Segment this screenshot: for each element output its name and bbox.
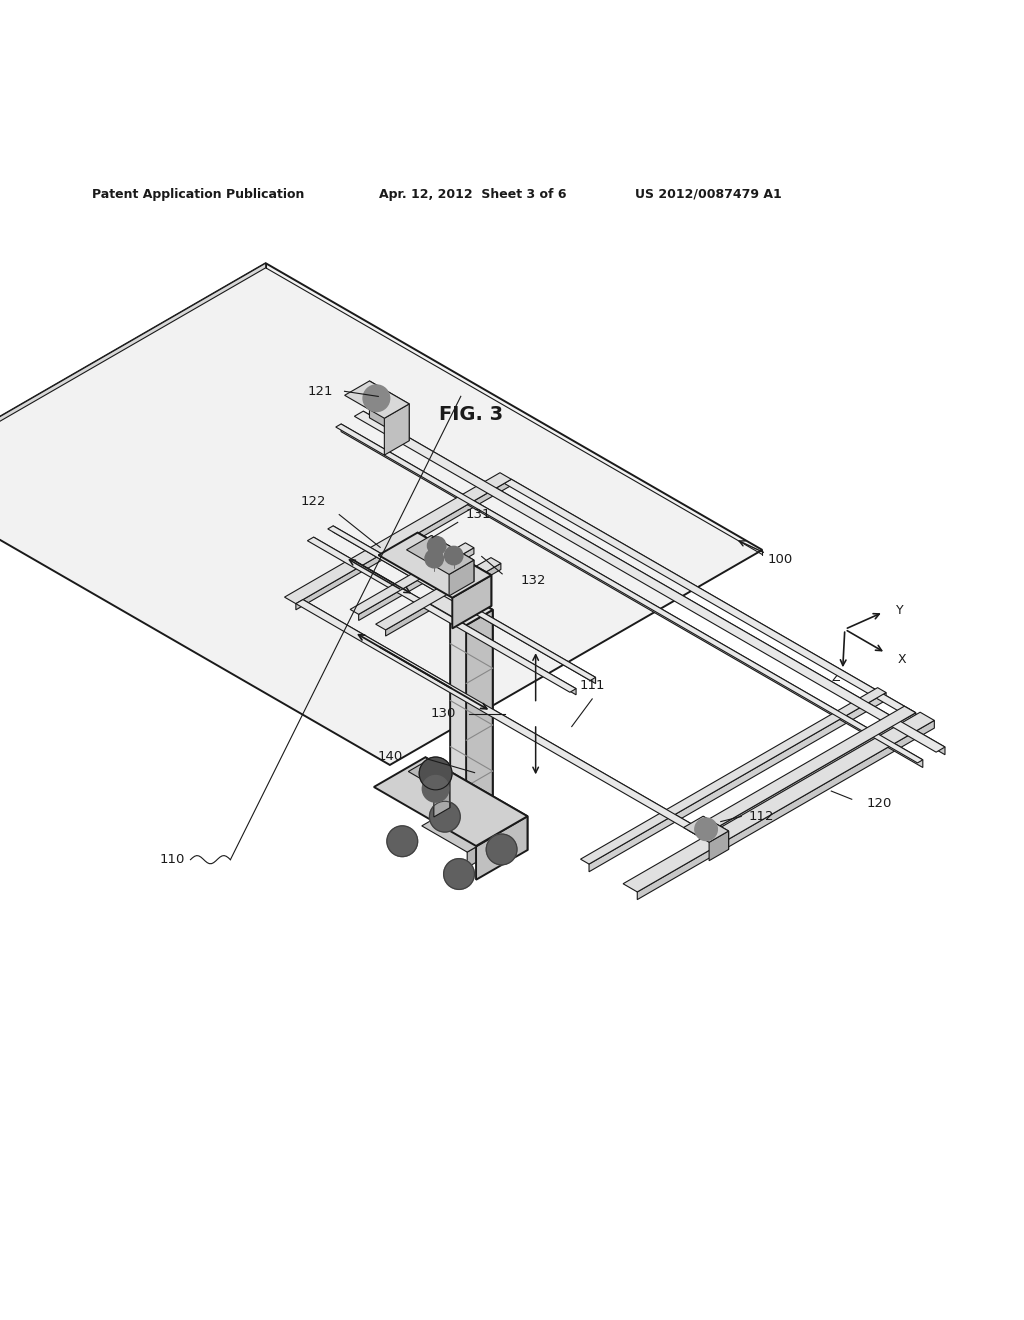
Polygon shape (376, 557, 501, 630)
Polygon shape (336, 424, 923, 763)
Polygon shape (422, 813, 488, 853)
Text: 110: 110 (160, 853, 184, 866)
Text: 111: 111 (580, 678, 605, 692)
Polygon shape (424, 585, 493, 626)
Polygon shape (466, 610, 493, 841)
Polygon shape (285, 473, 511, 603)
Polygon shape (689, 706, 915, 837)
Polygon shape (589, 693, 886, 871)
Polygon shape (424, 762, 450, 808)
Polygon shape (418, 532, 492, 606)
Polygon shape (450, 560, 474, 595)
Polygon shape (384, 404, 410, 455)
Polygon shape (476, 816, 527, 879)
Polygon shape (425, 758, 527, 850)
Polygon shape (623, 713, 934, 892)
Polygon shape (637, 721, 934, 900)
Polygon shape (703, 816, 729, 850)
Polygon shape (364, 411, 945, 755)
Text: X: X (898, 652, 906, 665)
Polygon shape (341, 424, 923, 767)
Text: FIG. 3: FIG. 3 (439, 405, 503, 424)
Polygon shape (313, 537, 577, 694)
Polygon shape (386, 564, 501, 636)
Polygon shape (434, 777, 450, 817)
Text: 120: 120 (866, 797, 892, 810)
Circle shape (425, 549, 443, 568)
Text: Patent Application Publication: Patent Application Publication (92, 187, 304, 201)
Polygon shape (504, 479, 915, 717)
Circle shape (364, 385, 390, 412)
Text: 140: 140 (378, 750, 403, 763)
Polygon shape (453, 576, 492, 628)
Polygon shape (700, 713, 915, 843)
Circle shape (486, 834, 517, 865)
Polygon shape (581, 688, 886, 865)
Circle shape (419, 758, 452, 789)
Polygon shape (451, 585, 493, 825)
Polygon shape (350, 543, 474, 614)
Text: 121: 121 (307, 385, 333, 397)
Text: Apr. 12, 2012  Sheet 3 of 6: Apr. 12, 2012 Sheet 3 of 6 (379, 187, 566, 201)
Circle shape (427, 536, 445, 554)
Polygon shape (370, 381, 410, 441)
Polygon shape (709, 832, 729, 861)
Polygon shape (0, 263, 265, 483)
Polygon shape (467, 840, 488, 867)
Circle shape (444, 546, 463, 565)
Circle shape (695, 818, 718, 841)
Text: 131: 131 (466, 508, 490, 520)
Circle shape (443, 858, 474, 890)
Polygon shape (431, 536, 474, 582)
Polygon shape (511, 479, 915, 719)
Text: 132: 132 (520, 573, 546, 586)
Polygon shape (409, 762, 450, 787)
Polygon shape (443, 813, 488, 855)
Polygon shape (307, 537, 577, 692)
Polygon shape (358, 548, 474, 620)
Text: 130: 130 (431, 708, 456, 721)
Text: Y: Y (896, 603, 903, 616)
Polygon shape (354, 411, 945, 752)
Polygon shape (296, 479, 511, 610)
Polygon shape (345, 381, 410, 418)
Text: 112: 112 (749, 810, 774, 822)
Polygon shape (333, 525, 596, 684)
Text: Z: Z (831, 671, 841, 684)
Polygon shape (328, 525, 596, 681)
Text: 122: 122 (301, 495, 327, 508)
Circle shape (387, 826, 418, 857)
Polygon shape (379, 532, 492, 598)
Polygon shape (407, 536, 474, 574)
Polygon shape (303, 599, 708, 840)
Polygon shape (296, 599, 708, 837)
Polygon shape (0, 263, 762, 766)
Text: 100: 100 (768, 553, 793, 566)
Polygon shape (684, 816, 729, 842)
Text: US 2012/0087479 A1: US 2012/0087479 A1 (635, 187, 781, 201)
Circle shape (422, 776, 449, 803)
Polygon shape (374, 758, 527, 846)
Circle shape (429, 801, 460, 832)
